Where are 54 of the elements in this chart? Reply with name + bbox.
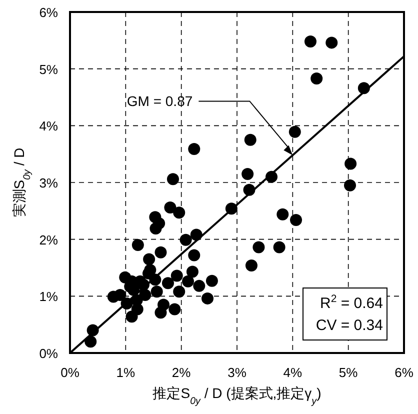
annotation: CV = 0.34	[316, 317, 383, 334]
point	[244, 134, 256, 146]
point	[180, 234, 192, 246]
point	[164, 202, 176, 214]
y-tick-label: 4%	[39, 118, 58, 134]
point	[143, 253, 156, 266]
point	[84, 336, 97, 348]
point	[162, 277, 174, 290]
x-axis-title: 推定S$_{0y}$ / D (提案式,推定γ$_{y}$)	[152, 385, 322, 406]
point	[273, 241, 286, 254]
point	[326, 36, 338, 49]
point	[252, 241, 265, 254]
point	[168, 303, 181, 316]
point	[206, 274, 218, 287]
y-tick-label: 6%	[39, 5, 58, 20]
point	[158, 298, 170, 311]
point	[290, 214, 302, 226]
x-tick-label: 4%	[283, 365, 302, 380]
point	[188, 249, 200, 262]
point	[150, 286, 163, 298]
point	[245, 259, 258, 272]
y-tick-label: 3%	[39, 176, 58, 190]
point	[170, 270, 183, 282]
point	[186, 266, 198, 278]
point	[132, 239, 144, 252]
point	[344, 158, 357, 170]
point	[276, 208, 289, 220]
point	[166, 173, 179, 186]
x-tick-label: 3%	[228, 365, 247, 380]
point	[310, 72, 323, 84]
x-tick-label: 6%	[394, 365, 414, 380]
point	[188, 142, 200, 155]
y-tick-label: 0%	[39, 346, 58, 361]
x-tick-label: 5%	[338, 365, 358, 380]
point	[193, 280, 206, 292]
x-tick-label: 1%	[116, 365, 136, 380]
annotation: R$^{2}$ = 0.64	[320, 293, 383, 312]
x-tick-label: 0%	[60, 365, 80, 380]
point	[182, 275, 194, 288]
point	[344, 179, 356, 192]
point	[173, 286, 186, 298]
point	[114, 289, 126, 302]
y-tick-label: 5%	[39, 62, 58, 77]
point	[150, 222, 162, 235]
x-tick-label: 2%	[172, 365, 192, 380]
y-tick-label: 1%	[39, 289, 58, 304]
point	[242, 168, 254, 180]
point	[154, 246, 167, 258]
point	[288, 126, 301, 138]
point	[173, 206, 186, 219]
annotation: GM = 0.87	[126, 93, 193, 110]
y-tick-label: 2%	[39, 232, 58, 248]
point	[201, 292, 214, 304]
point	[304, 36, 316, 48]
